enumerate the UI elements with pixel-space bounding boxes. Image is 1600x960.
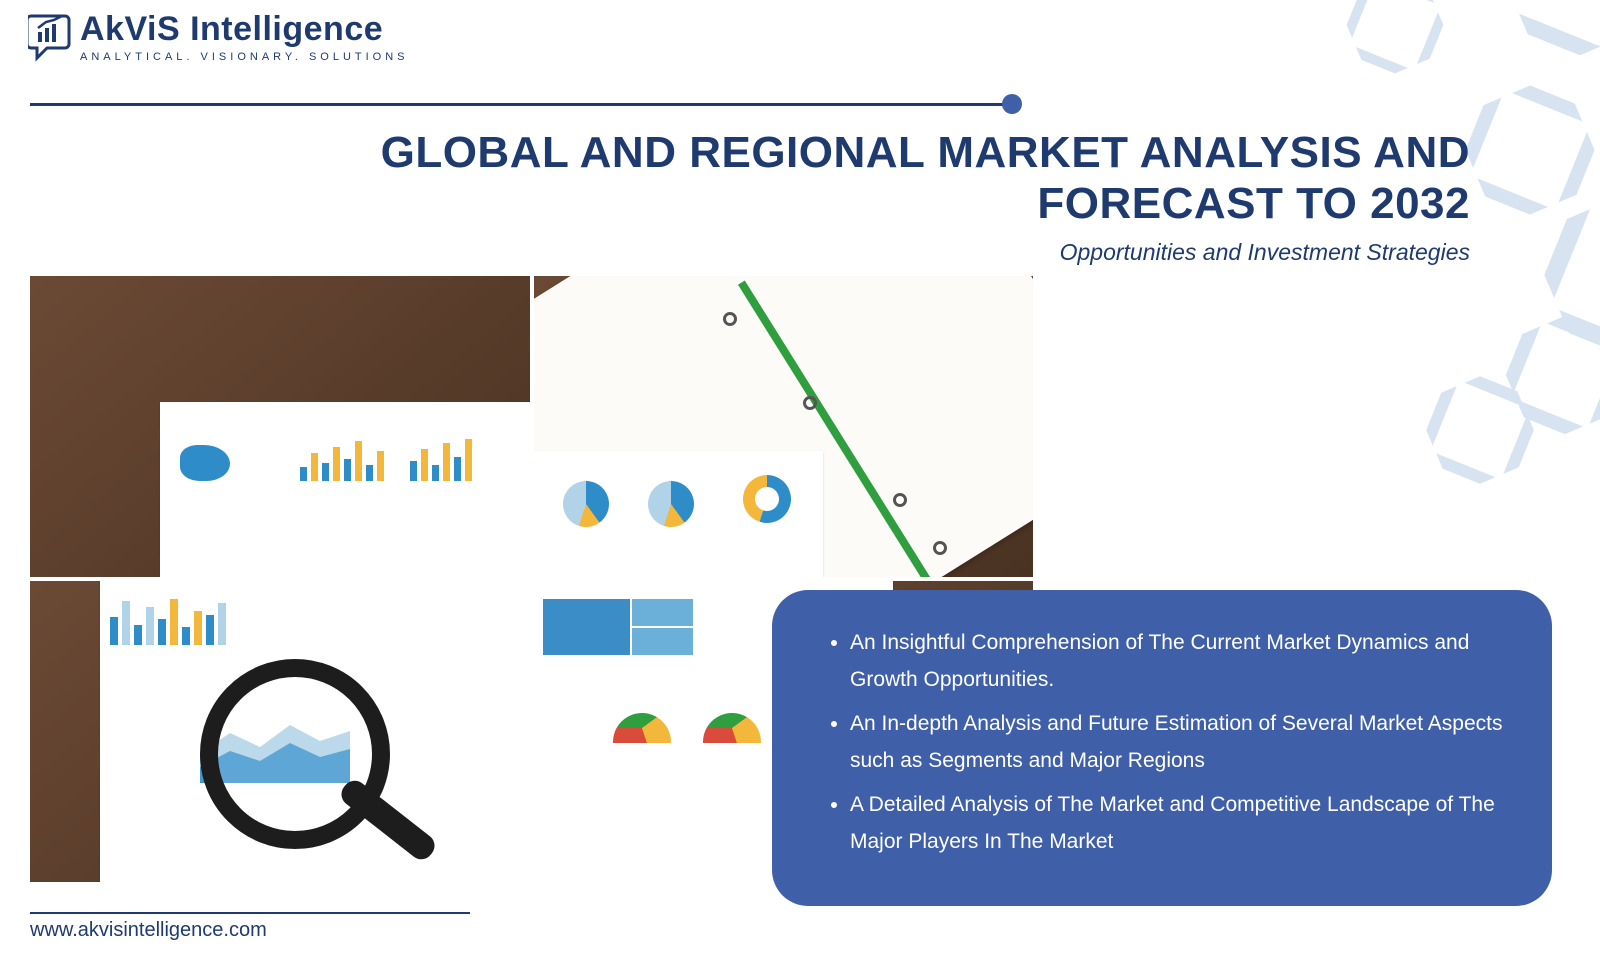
footer-url: www.akvisintelligence.com bbox=[30, 919, 267, 942]
magnifying-glass-icon bbox=[200, 659, 390, 849]
brand-name: AkViS Intelligence bbox=[80, 10, 409, 49]
bar-chart-icon bbox=[300, 439, 384, 481]
collage-tile-top-left bbox=[30, 276, 530, 577]
pie-chart-icon bbox=[563, 481, 609, 527]
header-divider bbox=[30, 94, 1012, 114]
footer-divider bbox=[30, 912, 470, 914]
slide: AkViS Intelligence ANALYTICAL. VISIONARY… bbox=[0, 0, 1600, 960]
collage-tile-bottom-left bbox=[30, 581, 530, 882]
highlight-bullet: A Detailed Analysis of The Market and Co… bbox=[850, 786, 1508, 861]
title-line-2: FORECAST TO 2032 bbox=[1037, 179, 1470, 228]
pie-chart-icon bbox=[648, 481, 694, 527]
brand-tagline: ANALYTICAL. VISIONARY. SOLUTIONS bbox=[80, 51, 409, 63]
title-line-1: GLOBAL AND REGIONAL MARKET ANALYSIS AND bbox=[381, 128, 1470, 177]
geo-chart-icon bbox=[180, 445, 230, 481]
treemap-chart-icon bbox=[543, 599, 693, 655]
highlights-panel: An Insightful Comprehension of The Curre… bbox=[772, 590, 1552, 906]
title-block: GLOBAL AND REGIONAL MARKET ANALYSIS AND … bbox=[381, 128, 1470, 266]
subtitle: Opportunities and Investment Strategies bbox=[381, 239, 1470, 266]
decorative-octagon-pattern bbox=[1060, 0, 1600, 580]
bar-chart-icon bbox=[410, 439, 472, 481]
highlight-bullet: An In-depth Analysis and Future Estimati… bbox=[850, 705, 1508, 780]
logo-mark-icon bbox=[28, 10, 74, 64]
collage-tile-top-right bbox=[534, 276, 1034, 577]
donut-chart-icon bbox=[743, 475, 791, 523]
brand-logo: AkViS Intelligence ANALYTICAL. VISIONARY… bbox=[28, 10, 409, 64]
highlight-bullet: An Insightful Comprehension of The Curre… bbox=[850, 624, 1508, 699]
column-chart-icon bbox=[110, 599, 226, 645]
